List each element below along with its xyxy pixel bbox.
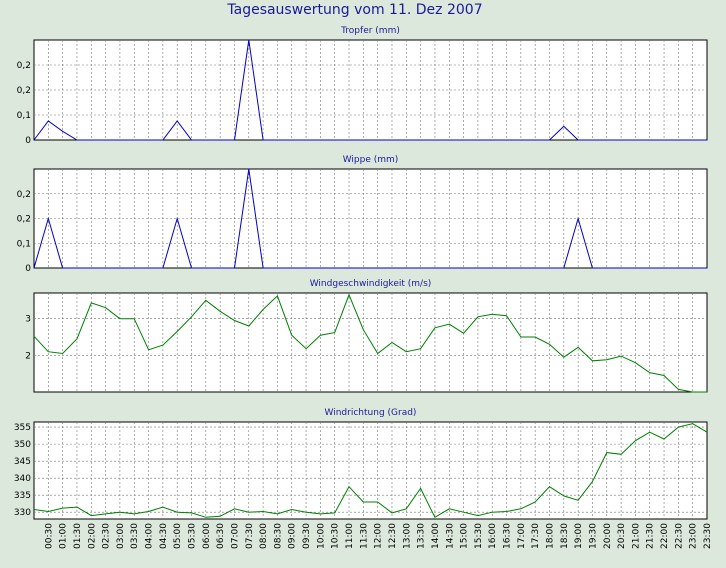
x-tick-label: 22:30 [674,523,684,549]
x-tick-label: 20:30 [617,523,627,549]
x-tick-label: 08:00 [259,523,269,549]
series-line [33,423,708,519]
chart-panel-1: Tropfer (mm) 0 0,1 0,2 0,2 [17,26,708,146]
y-tick-label: 0,2 [17,215,31,225]
y-tick-label: 0,2 [17,86,31,96]
x-tick-label: 15:00 [460,523,470,549]
chart-panel-4: Windrichtung (Grad) 330 335 340 345 350 355 [14,408,708,520]
x-tick-label: 14:30 [445,523,455,549]
y-tick-label: 340 [14,474,31,484]
x-tick-label: 03:30 [130,523,140,549]
y-tick-label: 0,1 [17,111,31,121]
x-tick-label: 21:00 [631,523,641,549]
x-tick-label: 06:30 [216,523,226,549]
series-line [33,39,707,141]
x-tick-label: 10:30 [331,523,341,549]
x-tick-label: 05:30 [188,523,198,549]
x-tick-label: 13:30 [417,523,427,549]
x-tick-label: 11:30 [359,523,369,549]
x-tick-label: 16:30 [503,523,513,549]
y-tick-label: 3 [25,315,31,325]
x-tick-label: 09:30 [302,523,312,549]
x-tick-label: 12:00 [374,523,384,549]
x-tick-label: 13:00 [402,523,412,549]
x-tick-label: 00:30 [44,523,54,549]
y-tick-label: 0,2 [17,61,31,71]
page-title: Tagesauswertung vom 11. Dez 2007 [226,2,482,18]
y-tick-label: 0,2 [17,190,31,200]
y-tick-label: 330 [14,508,31,518]
y-tick-label: 335 [14,491,31,501]
x-tick-label: 08:30 [273,523,283,549]
x-tick-label: 04:30 [159,523,169,549]
y-tick-label: 355 [14,423,31,433]
x-tick-label: 04:00 [145,523,155,549]
series-line [33,168,707,269]
x-tick-label: 18:00 [546,523,556,549]
x-tick-label: 11:00 [345,523,355,549]
y-tick-label: 0,1 [17,239,31,249]
x-tick-label: 02:30 [102,523,112,549]
x-tick-label: 01:00 [59,523,69,549]
y-tick-label: 345 [14,457,31,467]
series-line [33,293,707,393]
x-tick-label: 23:30 [703,523,713,549]
plot-area [33,421,708,520]
y-tick-label: 2 [25,351,31,361]
chart-panel-3: Windgeschwindigkeit (m/s) 2 3 [25,279,708,393]
panel-title: Tropfer (mm) [340,26,400,36]
panel-title: Windrichtung (Grad) [325,408,417,418]
x-tick-label: 10:00 [316,523,326,549]
x-tick-label: 19:00 [574,523,584,549]
x-tick-label: 17:00 [517,523,527,549]
y-tick-label: 350 [14,440,31,450]
x-tick-label: 21:30 [646,523,656,549]
x-tick-label: 19:30 [588,523,598,549]
panel-title: Wippe (mm) [343,155,399,165]
chart-panel-2: Wippe (mm) 0 0,1 0,2 0,2 [17,155,708,274]
x-tick-label: 06:00 [202,523,212,549]
x-tick-label: 17:30 [531,523,541,549]
x-tick-label: 01:30 [73,523,83,549]
x-tick-label: 18:30 [560,523,570,549]
x-tick-label: 22:00 [660,523,670,549]
y-tick-label: 0 [25,264,31,274]
x-tick-label: 02:00 [87,523,97,549]
x-tick-label: 09:00 [288,523,298,549]
y-tick-label: 0 [25,136,31,146]
x-tick-label: 15:30 [474,523,484,549]
x-tick-label: 07:00 [231,523,241,549]
x-tick-label: 12:30 [388,523,398,549]
x-tick-label: 23:00 [689,523,699,549]
x-tick-label: 07:30 [245,523,255,549]
panel-title: Windgeschwindigkeit (m/s) [310,279,432,289]
x-tick-label: 20:00 [603,523,613,549]
x-tick-label: 16:00 [488,523,498,549]
x-tick-label: 05:00 [173,523,183,549]
x-tick-label: 14:00 [431,523,441,549]
x-tick-label: 03:00 [116,523,126,549]
